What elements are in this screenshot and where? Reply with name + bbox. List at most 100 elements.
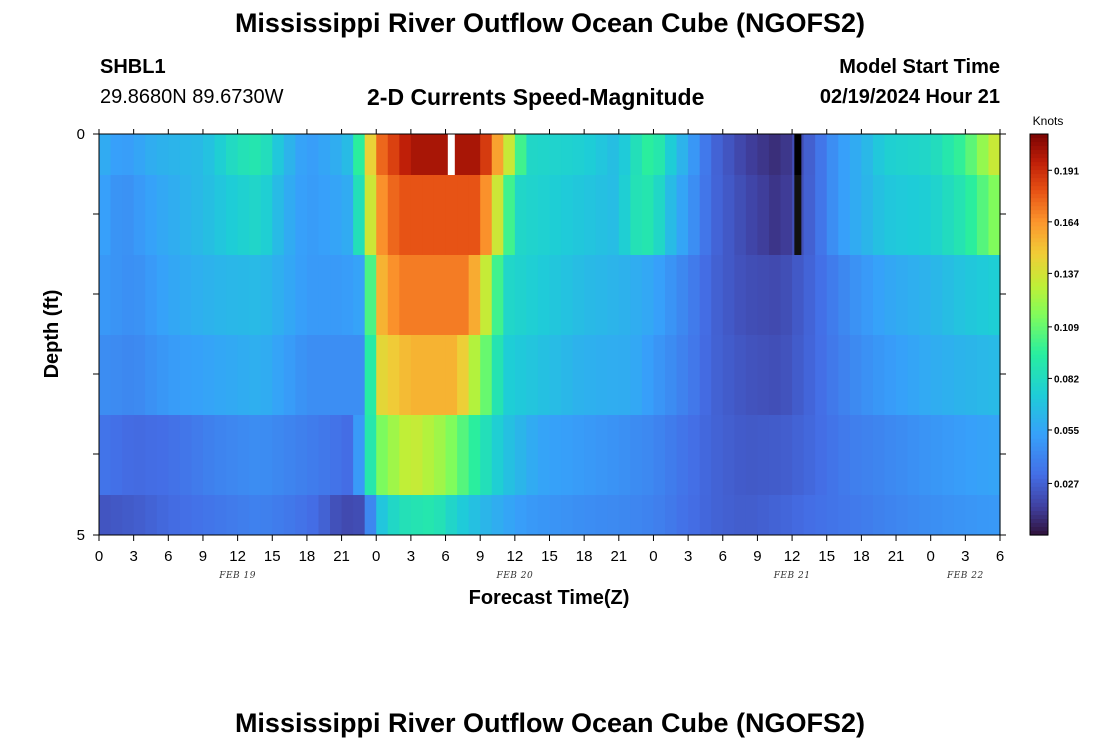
- heatmap-cell: [537, 134, 551, 175]
- heatmap-cell: [561, 255, 574, 335]
- heatmap-cell: [318, 134, 331, 175]
- heatmap-cell: [202, 495, 216, 535]
- heatmap-cell: [422, 134, 435, 175]
- heatmap-cell: [353, 495, 366, 535]
- heatmap-cell: [711, 495, 724, 535]
- heatmap-cell: [607, 134, 620, 175]
- heatmap-cell: [930, 255, 943, 335]
- heatmap-cell: [942, 255, 955, 335]
- heatmap-cell: [306, 134, 320, 175]
- colorbar-segment: [1030, 446, 1048, 452]
- heatmap-cell: [584, 175, 597, 255]
- heatmap-cell: [561, 134, 574, 175]
- heatmap-cell: [503, 134, 516, 175]
- date-label: FEB 19: [218, 571, 256, 581]
- colorbar-segment: [1030, 290, 1048, 295]
- colorbar-segment: [1030, 462, 1048, 468]
- heatmap-cell: [688, 255, 701, 335]
- heatmap-cell: [214, 255, 227, 335]
- heatmap-cell: [745, 335, 759, 415]
- heatmap-cell: [849, 255, 862, 335]
- heatmap-cell: [953, 415, 966, 495]
- heatmap-cell: [445, 335, 458, 415]
- heatmap-cell: [572, 255, 585, 335]
- colorbar-segment: [1030, 286, 1048, 291]
- heatmap-cell: [295, 415, 308, 495]
- heatmap-cell: [145, 134, 158, 175]
- heatmap-cell: [688, 415, 701, 495]
- colorbar-segment: [1030, 510, 1048, 516]
- heatmap-cell: [896, 415, 909, 495]
- heatmap-cell: [399, 495, 412, 535]
- heatmap-cell: [665, 175, 678, 255]
- heatmap-cell: [491, 415, 504, 495]
- colorbar-segment: [1030, 386, 1048, 392]
- heatmap-cell: [953, 134, 966, 175]
- heatmap-cell: [953, 255, 966, 335]
- heatmap-cell: [803, 495, 816, 535]
- x-tick-label: 12: [784, 548, 801, 565]
- heatmap-cell: [353, 255, 366, 335]
- heatmap-cell: [422, 335, 435, 415]
- heatmap-cell: [353, 415, 366, 495]
- heatmap-cell: [514, 415, 527, 495]
- heatmap-cell: [376, 255, 389, 335]
- heatmap-cell: [965, 175, 978, 255]
- heatmap-cell: [618, 255, 631, 335]
- colorbar-segment: [1030, 134, 1048, 139]
- heatmap-cell: [919, 175, 932, 255]
- heatmap-cell: [861, 175, 874, 255]
- heatmap-cell: [122, 175, 135, 255]
- heatmap-cell: [191, 335, 204, 415]
- heatmap-cell: [976, 335, 990, 415]
- heatmap-cell: [260, 134, 273, 175]
- heatmap-cell: [768, 134, 782, 175]
- heatmap-cell: [607, 175, 620, 255]
- heatmap-cell: [976, 415, 990, 495]
- heatmap-cell: [341, 255, 354, 335]
- heatmap-cell: [480, 255, 493, 335]
- heatmap-cell: [422, 495, 435, 535]
- heatmap-cell: [410, 335, 424, 415]
- heatmap-cell: [433, 495, 447, 535]
- heatmap-cell: [503, 335, 516, 415]
- heatmap-cell: [549, 175, 562, 255]
- heatmap-cell: [457, 415, 470, 495]
- heatmap-cell: [226, 134, 239, 175]
- heatmap-cell: [930, 495, 943, 535]
- heatmap-cell: [514, 495, 527, 535]
- heatmap-cell: [815, 175, 828, 255]
- x-tick-label: 0: [649, 548, 657, 565]
- heatmap-cell: [110, 134, 123, 175]
- heatmap-cell: [653, 134, 666, 175]
- heatmap-cell: [711, 335, 724, 415]
- x-tick-label: 12: [507, 548, 524, 565]
- heatmap-cell: [572, 175, 585, 255]
- x-tick-label: 21: [888, 548, 905, 565]
- heatmap-cell: [445, 175, 458, 255]
- heatmap-cell: [595, 335, 608, 415]
- heatmap-cell: [988, 495, 1001, 535]
- heatmap-cell: [156, 335, 169, 415]
- colorbar-segment: [1030, 242, 1048, 247]
- heatmap-cell: [364, 335, 377, 415]
- heatmap-cell: [561, 335, 574, 415]
- heatmap-cell: [283, 255, 296, 335]
- x-tick-label: 3: [407, 548, 415, 565]
- heatmap-cell: [641, 495, 655, 535]
- heatmap-cell: [826, 335, 839, 415]
- heatmap-cell: [896, 335, 909, 415]
- heatmap-cell: [676, 415, 689, 495]
- heatmap-cell: [561, 495, 574, 535]
- x-tick-label: 6: [441, 548, 449, 565]
- heatmap-cell: [653, 335, 666, 415]
- heatmap-cell: [849, 134, 862, 175]
- colorbar-segment: [1030, 206, 1048, 211]
- heatmap-cell: [526, 134, 539, 175]
- heatmap-cell: [422, 255, 435, 335]
- heatmap-cell: [942, 495, 955, 535]
- heatmap-cell: [122, 335, 135, 415]
- colorbar-segment: [1030, 342, 1048, 348]
- heatmap-cell: [364, 175, 377, 255]
